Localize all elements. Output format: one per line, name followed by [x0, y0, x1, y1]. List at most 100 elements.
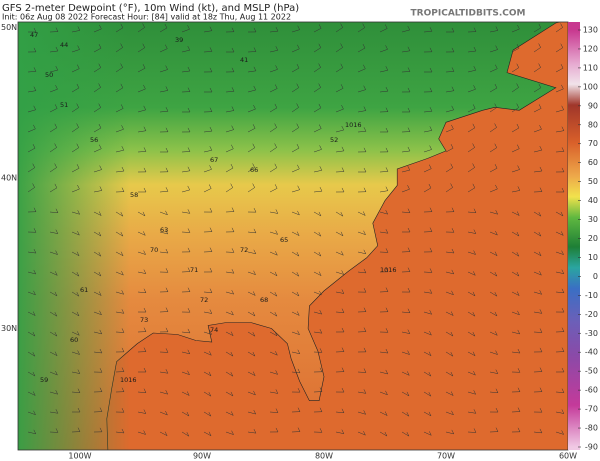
wind-barb [291, 251, 300, 257]
colorbar-label: 110 [583, 63, 598, 72]
wind-barb-flag [120, 83, 124, 88]
wind-barb-flag [341, 347, 345, 352]
wind-barb [489, 351, 498, 355]
wind-barb [115, 47, 123, 53]
wind-barb-flag [142, 64, 146, 69]
wind-barb [27, 291, 36, 296]
wind-barb-flag [385, 167, 389, 172]
wind-barb-flag [297, 330, 300, 335]
wind-barb-flag [253, 390, 256, 396]
wind-barb-flag [143, 269, 147, 274]
wind-barb-flag [187, 185, 190, 191]
wind-barb-flag [319, 367, 323, 372]
wind-barb-flag [33, 86, 37, 91]
wind-barb-flag [143, 388, 147, 393]
wind-barb-flag [230, 183, 233, 188]
wind-barb-flag [99, 407, 103, 412]
colorbar-label: -80 [585, 424, 598, 433]
wind-barb-flag [384, 24, 388, 29]
wind-barb [489, 127, 497, 133]
wind-barb-flag [539, 166, 543, 172]
wind-barb [203, 311, 212, 314]
wind-barb-flag [98, 63, 101, 68]
wind-barb-flag [539, 309, 543, 314]
wind-barb-flag [473, 46, 477, 52]
wind-barb [357, 391, 366, 394]
wind-barb [291, 67, 300, 73]
wind-barb-flag [561, 167, 565, 173]
wind-barb-flag [98, 211, 102, 216]
wind-barb-flag [275, 65, 278, 70]
longitude-label: 60W [559, 452, 577, 461]
wind-barb [511, 107, 519, 113]
wind-barb [335, 431, 344, 434]
wind-barb-flag [121, 146, 125, 151]
wind-barb [401, 29, 410, 33]
wind-barb [489, 371, 498, 374]
wind-barb-flag [143, 367, 147, 373]
station-value: 47 [30, 31, 38, 39]
wind-barb-flag [165, 307, 169, 312]
wind-barb-flag [318, 103, 322, 109]
wind-barb-flag [363, 147, 367, 152]
wind-barb-flag [406, 412, 410, 417]
wind-barb-flag [297, 164, 300, 169]
colorbar-label: -70 [585, 405, 598, 414]
station-value: 59 [40, 376, 48, 384]
wind-barb [137, 271, 146, 274]
wind-barb-flag [253, 228, 257, 233]
wind-barb [379, 391, 388, 396]
wind-barb-flag [451, 248, 455, 254]
wind-barb [49, 371, 58, 376]
wind-barb-flag [77, 331, 80, 336]
wind-barb [71, 107, 79, 113]
wind-barb [313, 271, 322, 276]
wind-barb-flag [77, 407, 81, 413]
wind-barb [401, 371, 410, 376]
wind-barb-flag [451, 67, 455, 72]
wind-barb-flag [451, 269, 454, 275]
wind-barb [357, 271, 366, 274]
wind-barb [533, 431, 542, 434]
wind-barb-flag [231, 269, 235, 274]
wind-barb [71, 311, 80, 317]
wind-barb [159, 111, 168, 113]
wind-barb [93, 28, 102, 33]
wind-barb-flag [76, 164, 80, 169]
station-value: 44 [60, 41, 68, 49]
wind-barb-flag [473, 250, 476, 255]
wind-barb-flag [472, 183, 476, 188]
wind-barb-flag [253, 66, 257, 71]
wind-barb-flag [495, 184, 498, 190]
wind-barb [467, 147, 475, 153]
wind-barb-flag [428, 372, 432, 377]
wind-barb [71, 271, 79, 277]
wind-barb [555, 47, 563, 53]
colorbar-label: 60 [588, 158, 598, 167]
wind-barb-flag [319, 329, 323, 334]
wind-barb [203, 291, 212, 293]
wind-barb-flag [33, 27, 37, 33]
wind-barb [313, 291, 322, 296]
wind-barb [467, 291, 476, 297]
wind-barb-flag [495, 64, 498, 69]
wind-barb [115, 271, 124, 276]
wind-barb [93, 251, 101, 257]
wind-barb-flag [538, 232, 542, 237]
wind-barb [357, 89, 366, 93]
wind-barb [379, 231, 388, 234]
wind-barb-flag [472, 332, 476, 337]
wind-barb [159, 27, 168, 33]
wind-barb [423, 371, 431, 377]
wind-barb [49, 108, 58, 113]
wind-barb [137, 67, 146, 73]
wind-barb-flag [561, 105, 564, 110]
wind-barb [269, 30, 278, 33]
wind-barb-flag [121, 187, 125, 192]
wind-barb-flag [341, 308, 345, 313]
wind-barb [357, 68, 366, 73]
wind-barb-flag [99, 329, 102, 335]
wind-barb [423, 187, 432, 193]
latitude-label: 30N [1, 324, 17, 333]
wind-barb-flag [165, 390, 168, 395]
